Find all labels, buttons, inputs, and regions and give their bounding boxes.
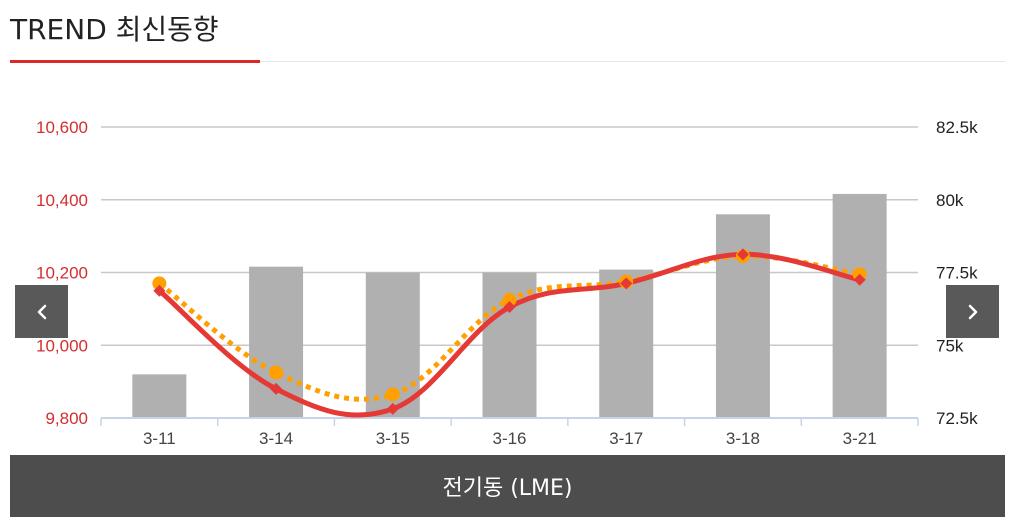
bar (132, 374, 187, 418)
x-tick-label: 3-11 (143, 429, 176, 448)
data-point-red (270, 382, 283, 395)
data-point-red (620, 277, 633, 290)
data-point-orange (502, 292, 517, 307)
data-point-red (736, 248, 749, 261)
y-right-tick-label: 77.5k (936, 264, 978, 283)
y-right-tick-label: 80k (936, 191, 964, 210)
x-tick-label: 3-18 (726, 429, 760, 448)
data-point-red (503, 301, 516, 314)
x-tick-label: 3-17 (609, 429, 643, 448)
prev-button[interactable] (15, 285, 68, 338)
chevron-left-icon (37, 304, 46, 319)
x-tick-label: 3-15 (376, 429, 410, 448)
y-right-tick-label: 82.5k (936, 118, 978, 137)
footer-label: 전기동 (LME) (10, 455, 1005, 517)
bar (832, 193, 887, 418)
bar (599, 269, 654, 418)
data-point-orange (385, 387, 400, 402)
y-left-tick-label: 10,400 (36, 191, 88, 210)
bar (715, 214, 770, 418)
y-left-tick-label: 10,600 (36, 118, 88, 137)
y-left-tick-label: 9,800 (45, 409, 88, 428)
page-title: TREND 최신동향 (10, 13, 219, 46)
x-tick-label: 3-14 (259, 429, 293, 448)
y-left-tick-label: 10,200 (36, 264, 88, 283)
y-left-tick-label: 10,000 (36, 336, 88, 355)
data-point-orange (152, 276, 167, 291)
data-point-orange (269, 365, 284, 380)
x-tick-label: 3-21 (843, 429, 877, 448)
next-button[interactable] (946, 285, 999, 338)
title-divider (260, 61, 1005, 62)
data-point-red (153, 284, 166, 297)
data-point-red (386, 402, 399, 415)
x-tick-label: 3-16 (492, 429, 526, 448)
y-right-tick-label: 72.5k (936, 409, 978, 428)
y-right-tick-label: 75k (936, 336, 964, 355)
chevron-right-icon (968, 304, 977, 319)
data-point-red (853, 273, 866, 286)
title-underline (10, 60, 260, 63)
